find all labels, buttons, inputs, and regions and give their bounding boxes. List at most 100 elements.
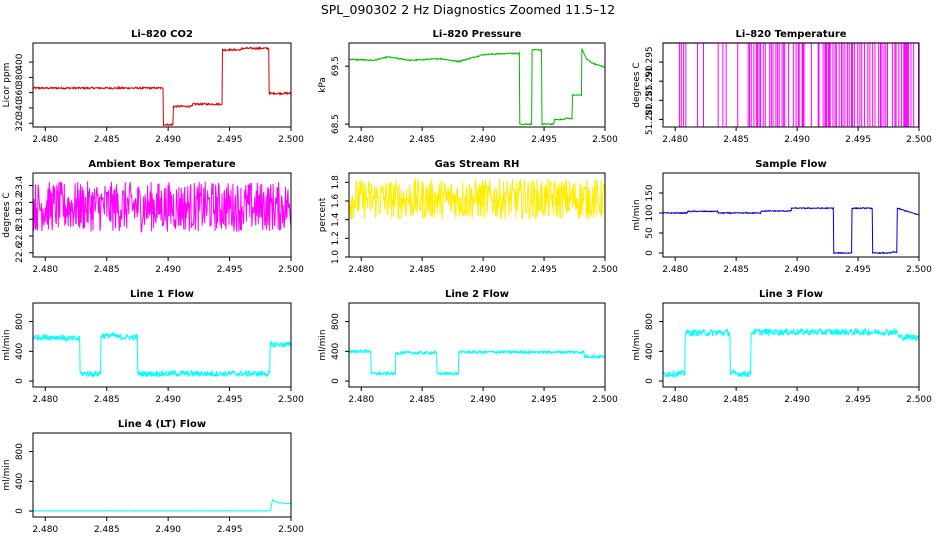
y-tick-label: 400 xyxy=(15,53,25,70)
y-tick-label: 800 xyxy=(15,313,25,330)
x-tick-label: 2.500 xyxy=(278,395,304,405)
chart-title: Gas Stream RH xyxy=(435,159,520,170)
series-line xyxy=(348,178,606,221)
x-tick-label: 2.495 xyxy=(531,395,557,405)
x-tick-label: 2.490 xyxy=(155,525,181,535)
series-line xyxy=(348,348,606,377)
series xyxy=(663,206,920,255)
x-tick-label: 2.480 xyxy=(32,525,58,535)
chart-title: Li–820 CO2 xyxy=(131,29,193,40)
chart-title: Line 2 Flow xyxy=(445,289,509,300)
series xyxy=(348,178,606,221)
x-tick-label: 2.485 xyxy=(409,395,435,405)
y-tick-label: 51.290 xyxy=(645,65,655,97)
x-tick-label: 2.485 xyxy=(94,265,120,275)
chart-title: Line 3 Flow xyxy=(759,289,823,300)
x-tick-label: 2.485 xyxy=(94,135,120,145)
x-tick-label: 2.495 xyxy=(531,265,557,275)
x-tick-label: 2.500 xyxy=(906,395,932,405)
x-tick-label: 2.490 xyxy=(470,135,496,145)
y-tick-label: 68.5 xyxy=(331,114,341,134)
chart-panel: Line 4 (LT) Flow ml/min 2.480 2.485 2.490 2.4… xyxy=(2,419,304,535)
y-tick-label: 400 xyxy=(15,342,25,359)
x-tick-label: 2.495 xyxy=(217,525,243,535)
x-tick-label: 2.495 xyxy=(845,135,871,145)
y-tick-label: 0 xyxy=(15,378,25,384)
y-tick-label: 50 xyxy=(645,227,655,239)
y-tick-label: 69.5 xyxy=(331,56,341,76)
chart-panel: Li–820 Pressure kPa 2.480 2.485 2.490 2.495 2.… xyxy=(318,29,618,145)
chart-panel: Sample Flow ml/min 2.480 2.485 2.490 2.495 2.5… xyxy=(632,159,932,275)
y-tick-label: 400 xyxy=(645,342,655,359)
series xyxy=(32,181,292,234)
y-tick-label: 800 xyxy=(645,313,655,330)
series xyxy=(32,331,292,379)
series xyxy=(348,48,606,127)
chart-panel: Ambient Box Temperature degrees C 2.480 2.4… xyxy=(2,159,304,275)
x-tick-label: 2.485 xyxy=(409,135,435,145)
chart-title: Line 4 (LT) Flow xyxy=(118,419,206,430)
y-tick-label: 800 xyxy=(15,443,25,460)
plot-frame xyxy=(32,42,292,128)
plot-frame xyxy=(32,432,292,518)
x-tick-label: 2.490 xyxy=(784,265,810,275)
y-tick-label: 800 xyxy=(331,313,341,330)
series-line xyxy=(32,181,292,234)
series xyxy=(663,42,919,127)
y-tick-label: 22.8 xyxy=(15,226,25,246)
y-tick-label: 400 xyxy=(331,342,341,359)
chart-panel: Line 2 Flow ml/min 2.480 2.485 2.490 2.495 2.5… xyxy=(318,289,618,405)
x-tick-label: 2.490 xyxy=(784,135,810,145)
plot-frame xyxy=(32,172,292,258)
y-tick-label: 320 xyxy=(15,114,25,131)
x-tick-label: 2.480 xyxy=(348,265,374,275)
x-tick-label: 2.495 xyxy=(217,395,243,405)
y-tick-label: 23.4 xyxy=(15,175,25,195)
x-tick-label: 2.490 xyxy=(155,265,181,275)
y-axis-label: percent xyxy=(318,197,328,232)
chart-title: Line 1 Flow xyxy=(130,289,194,300)
x-tick-label: 2.500 xyxy=(278,525,304,535)
chart-panel: Line 1 Flow ml/min 2.480 2.485 2.490 2.495 2.5… xyxy=(2,289,304,405)
y-tick-label: 0 xyxy=(645,250,655,256)
series xyxy=(348,348,606,377)
x-tick-label: 2.500 xyxy=(592,265,618,275)
y-tick-label: 100 xyxy=(645,204,655,221)
plot-frame xyxy=(348,302,606,388)
main-title: SPL_090302 2 Hz Diagnostics Zoomed 11.5–… xyxy=(320,2,616,17)
x-tick-label: 2.495 xyxy=(531,135,557,145)
y-tick-label: 51.295 xyxy=(645,46,655,78)
x-tick-label: 2.485 xyxy=(723,135,749,145)
series xyxy=(662,326,920,379)
y-axis-label: Licor ppm xyxy=(2,63,12,108)
y-axis-label: kPa xyxy=(318,77,328,93)
x-tick-label: 2.500 xyxy=(592,395,618,405)
x-tick-label: 2.490 xyxy=(784,395,810,405)
plot-frame xyxy=(348,42,606,128)
x-tick-label: 2.480 xyxy=(662,395,688,405)
y-tick-label: 1.4 xyxy=(331,212,341,227)
chart-title: Li–820 Temperature xyxy=(735,29,846,40)
y-tick-label: 380 xyxy=(15,69,25,86)
y-tick-label: 0 xyxy=(645,378,655,384)
x-tick-label: 2.480 xyxy=(32,265,58,275)
x-tick-label: 2.490 xyxy=(470,265,496,275)
x-tick-label: 2.500 xyxy=(278,135,304,145)
x-tick-label: 2.490 xyxy=(470,395,496,405)
series xyxy=(32,498,292,512)
chart-title: Sample Flow xyxy=(755,159,827,170)
chart-panel: Li–820 Temperature degrees C 2.480 2.485 2.4… xyxy=(632,29,932,145)
x-tick-label: 2.485 xyxy=(94,395,120,405)
y-tick-label: 340 xyxy=(15,99,25,116)
plot-frame xyxy=(662,172,920,258)
chart-panel: Gas Stream RH percent 2.480 2.485 2.490 2.495… xyxy=(318,159,618,275)
x-tick-label: 2.485 xyxy=(723,265,749,275)
x-tick-label: 2.495 xyxy=(217,135,243,145)
y-tick-label: 23.2 xyxy=(15,192,25,212)
x-tick-label: 2.500 xyxy=(592,135,618,145)
y-tick-label: 1.8 xyxy=(331,175,341,190)
x-tick-label: 2.495 xyxy=(845,395,871,405)
y-tick-label: 360 xyxy=(15,84,25,101)
plot-frame xyxy=(662,302,920,388)
